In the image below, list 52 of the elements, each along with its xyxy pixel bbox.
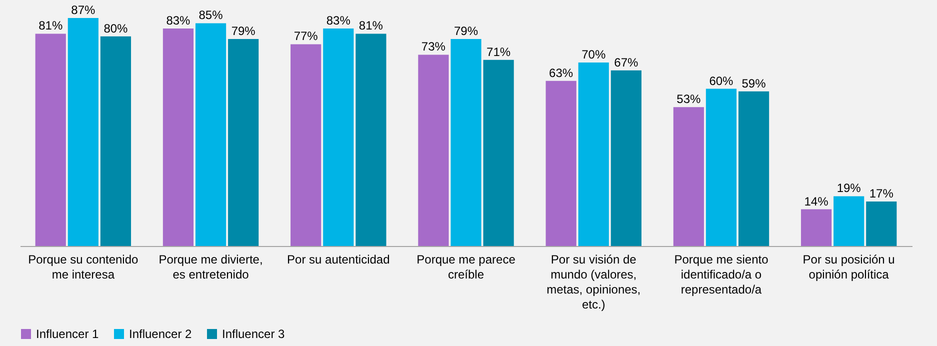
data-label: 70% bbox=[582, 48, 606, 62]
bar bbox=[834, 196, 864, 246]
bar bbox=[673, 107, 704, 246]
bar bbox=[610, 70, 642, 246]
data-label: 79% bbox=[231, 24, 256, 38]
data-label: 17% bbox=[869, 186, 894, 200]
data-label: 19% bbox=[836, 181, 862, 196]
bar bbox=[546, 80, 576, 246]
data-label: 81% bbox=[38, 18, 63, 33]
bar bbox=[483, 60, 514, 246]
x-tick-label: Por su posición u opinión política bbox=[802, 252, 895, 282]
data-label: 79% bbox=[454, 24, 478, 38]
bar bbox=[866, 201, 897, 246]
x-tick-label: Por su visión de mundo (valores, metas, opiniones, etc.) bbox=[546, 252, 641, 312]
bar bbox=[100, 36, 132, 246]
data-label: 83% bbox=[326, 13, 351, 28]
data-label: 71% bbox=[486, 44, 511, 59]
data-label: 81% bbox=[358, 18, 384, 33]
data-label: 67% bbox=[614, 55, 638, 70]
data-label: 87% bbox=[71, 3, 96, 17]
bar bbox=[800, 209, 832, 246]
bar bbox=[162, 28, 194, 246]
x-tick-label: Porque su contenido me interesa bbox=[28, 252, 139, 282]
bar bbox=[228, 38, 259, 246]
legend-label: Influencer 3 bbox=[222, 327, 286, 341]
data-label: 73% bbox=[421, 40, 446, 54]
data-label: 85% bbox=[198, 8, 224, 22]
bar bbox=[450, 38, 482, 246]
bar bbox=[356, 34, 386, 246]
legend-label: Influencer 2 bbox=[129, 327, 192, 341]
data-label: 63% bbox=[549, 66, 574, 80]
data-label: 80% bbox=[104, 21, 128, 36]
data-label: 53% bbox=[676, 92, 701, 106]
data-label: 77% bbox=[294, 29, 318, 44]
x-tick-label: Porque me siento identificado/a o representado/a bbox=[674, 252, 769, 296]
legend-label: Influencer 1 bbox=[36, 327, 100, 341]
bar bbox=[578, 62, 609, 246]
bar bbox=[195, 23, 226, 246]
bar bbox=[418, 54, 449, 246]
bar bbox=[35, 34, 66, 246]
bar bbox=[323, 28, 354, 246]
data-label: 83% bbox=[166, 13, 191, 28]
bar bbox=[706, 88, 737, 246]
bar bbox=[68, 18, 98, 246]
x-tick-label: Porque me divierte, es entretenido bbox=[158, 252, 263, 282]
data-label: 14% bbox=[804, 194, 829, 208]
x-tick-label: Por su autenticidad bbox=[287, 252, 390, 266]
bar bbox=[290, 44, 322, 246]
data-label: 60% bbox=[709, 74, 734, 88]
data-label: 59% bbox=[742, 76, 766, 90]
x-tick-label: Porque me parece creíble bbox=[416, 252, 516, 282]
bar bbox=[738, 91, 770, 246]
